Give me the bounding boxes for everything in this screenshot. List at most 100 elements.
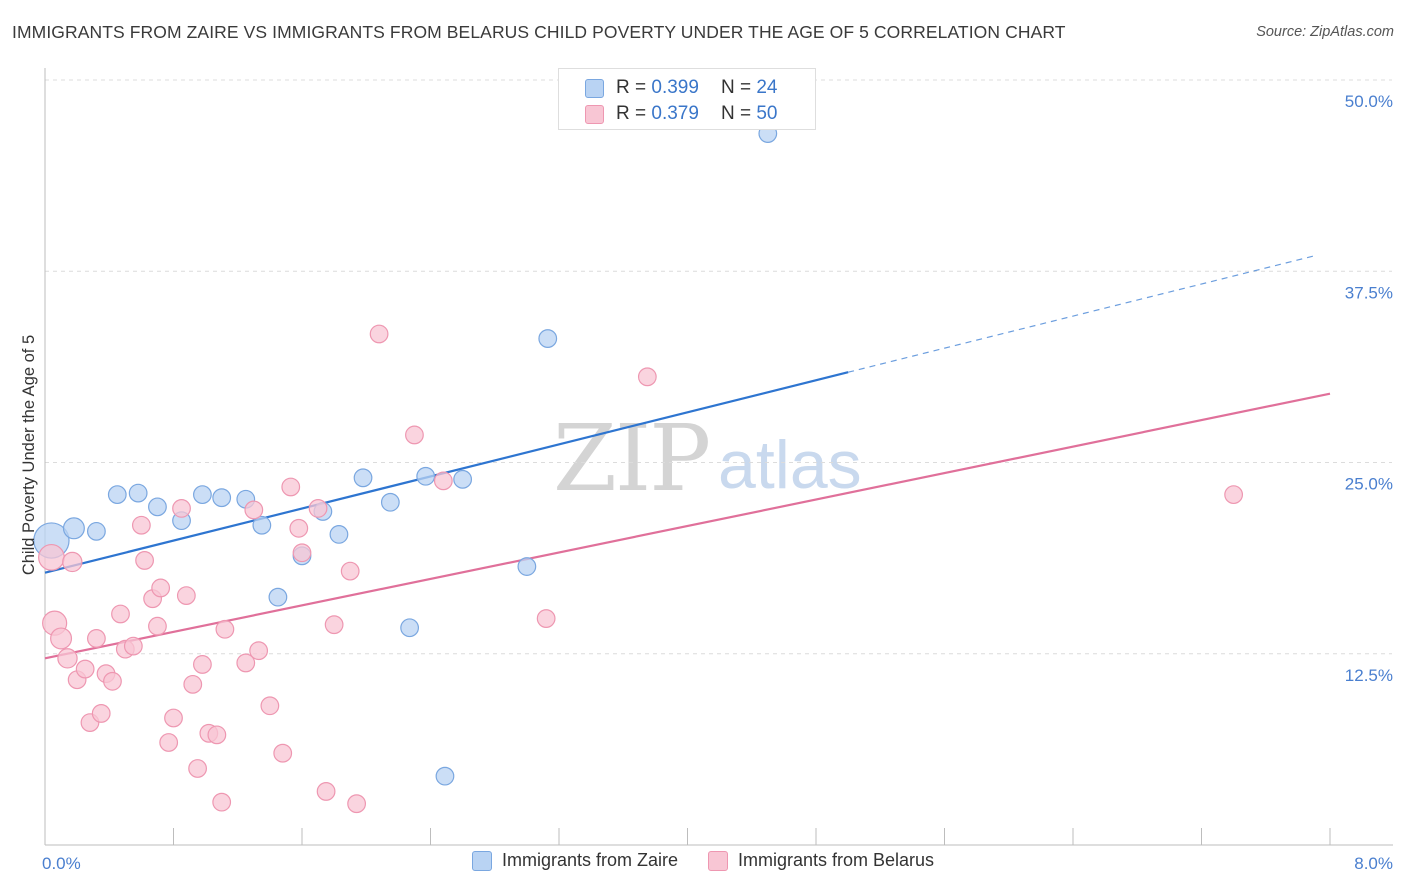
- point-belarus: [273, 743, 293, 763]
- point-belarus: [347, 794, 367, 814]
- legend-r-label: R =: [616, 77, 647, 98]
- point-belarus: [369, 324, 389, 344]
- point-belarus: [103, 671, 122, 691]
- point-belarus: [324, 615, 344, 635]
- legend-row-zaire: R = 0.399 N = 24: [585, 77, 777, 99]
- trend-line-belarus: [44, 392, 1331, 660]
- point-belarus: [75, 659, 95, 679]
- point-zaire: [538, 329, 558, 348]
- stats-legend: R = 0.399 N = 24 R = 0.379 N = 50: [558, 68, 816, 130]
- legend-swatch-belarus: [585, 104, 604, 124]
- point-zaire: [453, 469, 473, 489]
- point-belarus: [405, 425, 424, 445]
- point-belarus: [38, 543, 65, 571]
- legend-item-zaire: Immigrants from Zaire: [471, 850, 678, 871]
- legend-swatch-zaire: [471, 850, 492, 871]
- point-zaire: [252, 515, 272, 535]
- y-tick-label: 50.0%: [1345, 92, 1393, 111]
- point-zaire: [107, 485, 127, 505]
- legend-n-value: 50: [756, 103, 778, 124]
- watermark-zip: ZIP: [553, 405, 709, 512]
- point-belarus: [236, 653, 256, 673]
- point-belarus: [188, 759, 207, 778]
- point-belarus: [151, 578, 171, 598]
- point-belarus: [57, 648, 78, 669]
- point-zaire: [193, 485, 212, 505]
- point-belarus: [159, 733, 179, 752]
- point-zaire: [435, 766, 455, 786]
- legend-label-belarus: Immigrants from Belarus: [737, 850, 935, 870]
- legend-n-label: N =: [720, 77, 752, 98]
- point-zaire: [62, 517, 85, 540]
- point-belarus: [292, 543, 312, 563]
- point-belarus: [433, 471, 453, 491]
- point-belarus: [91, 704, 111, 723]
- point-belarus: [244, 500, 264, 520]
- y-tick-label: 37.5%: [1345, 283, 1393, 302]
- point-belarus: [176, 586, 196, 606]
- point-zaire: [329, 525, 349, 544]
- point-belarus: [123, 636, 143, 656]
- y-tick-label: 25.0%: [1345, 475, 1393, 494]
- point-belarus: [164, 708, 183, 728]
- point-belarus: [215, 619, 235, 639]
- legend-n-label: N =: [720, 103, 752, 124]
- x-tick-label: 8.0%: [1354, 854, 1393, 873]
- point-zaire: [86, 521, 106, 541]
- data-points: [33, 124, 1244, 814]
- grid-lines: [45, 79, 1392, 655]
- point-belarus: [86, 629, 106, 648]
- point-belarus: [340, 561, 360, 581]
- watermark-atlas: atlas: [718, 427, 862, 503]
- point-belarus: [536, 609, 556, 628]
- x-tick-label: 0.0%: [42, 854, 81, 873]
- point-belarus: [1224, 485, 1244, 505]
- source-credit: Source: ZipAtlas.com: [1256, 24, 1394, 40]
- point-belarus: [148, 616, 167, 636]
- point-belarus: [308, 499, 328, 518]
- legend-r-label: R =: [616, 103, 647, 124]
- point-belarus: [637, 367, 657, 387]
- point-belarus: [207, 725, 227, 745]
- trend-line-zaire-extension: [847, 255, 1315, 373]
- point-zaire: [268, 587, 288, 607]
- point-zaire: [517, 557, 537, 576]
- point-belarus: [50, 627, 73, 650]
- point-belarus: [183, 674, 203, 694]
- point-zaire: [212, 488, 232, 508]
- y-axis-label: Child Poverty Under the Age of 5: [20, 335, 38, 575]
- point-belarus: [281, 477, 301, 497]
- legend-swatch-belarus: [707, 850, 728, 871]
- series-legend: Immigrants from Zaire Immigrants from Be…: [0, 850, 1406, 871]
- legend-r-value: 0.399: [651, 77, 699, 98]
- point-belarus: [260, 696, 280, 716]
- y-tick-label: 12.5%: [1345, 666, 1393, 685]
- point-zaire: [128, 483, 148, 503]
- point-belarus: [111, 604, 130, 624]
- point-zaire: [400, 618, 420, 638]
- legend-item-belarus: Immigrants from Belarus: [707, 850, 935, 871]
- legend-swatch-zaire: [585, 78, 604, 98]
- legend-n-value: 24: [756, 77, 778, 98]
- legend-row-belarus: R = 0.379 N = 50: [585, 103, 777, 125]
- point-belarus: [131, 515, 151, 535]
- legend-label-zaire: Immigrants from Zaire: [501, 850, 678, 870]
- point-zaire: [148, 497, 167, 517]
- tick-labels: 12.5% 25.0% 37.5% 50.0% 0.0% 8.0%: [42, 92, 1393, 873]
- point-zaire: [353, 468, 373, 488]
- point-zaire: [380, 492, 400, 512]
- point-belarus: [316, 782, 336, 801]
- point-belarus: [172, 499, 191, 518]
- point-belarus: [212, 792, 232, 812]
- point-belarus: [193, 655, 212, 674]
- point-belarus: [289, 518, 309, 538]
- legend-r-value: 0.379: [651, 103, 699, 124]
- chart-title: IMMIGRANTS FROM ZAIRE VS IMMIGRANTS FROM…: [12, 22, 1066, 42]
- point-zaire: [416, 466, 436, 486]
- axes: [44, 68, 1393, 846]
- point-belarus: [249, 641, 269, 661]
- watermark: ZIP atlas: [553, 405, 862, 512]
- point-belarus: [62, 551, 83, 573]
- point-belarus: [135, 551, 154, 570]
